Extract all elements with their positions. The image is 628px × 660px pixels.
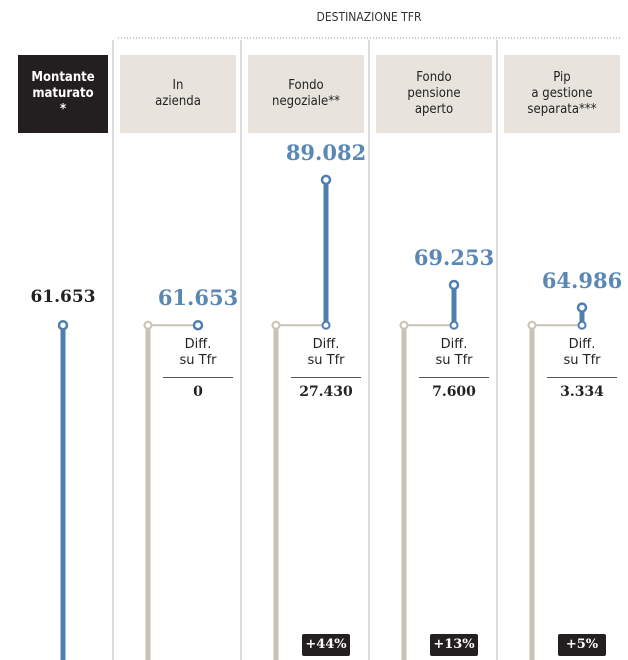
pct-badge: +13% [430, 634, 478, 656]
diff-value: 7.600 [419, 377, 489, 400]
diff-value: 27.430 [291, 377, 361, 400]
diff-value: 0 [163, 377, 233, 400]
chart-title: DESTINAZIONE TFR [316, 10, 422, 24]
tfr-dot [527, 320, 537, 330]
value-base-dot [577, 320, 587, 330]
value-label: 64.986 [541, 267, 623, 293]
value-dot [320, 174, 332, 186]
value-dot [448, 279, 460, 291]
tfr-dot [143, 320, 153, 330]
value-label: 69.253 [413, 244, 495, 270]
base-value-label: 61.653 [30, 287, 96, 308]
diff-value: 3.334 [547, 377, 617, 400]
diff-label: Diff. su Tfr [435, 337, 473, 369]
value-label: 61.653 [157, 285, 239, 311]
value-dot [576, 302, 588, 313]
tfr-dot [399, 320, 409, 330]
base-dot [57, 319, 69, 331]
value-base-dot [449, 320, 459, 330]
value-dot [192, 319, 204, 331]
category-header: Fondo negoziale** [248, 55, 364, 133]
diff-label: Diff. su Tfr [563, 337, 601, 369]
diff-label: Diff. su Tfr [179, 337, 217, 369]
category-header: In azienda [120, 55, 236, 133]
category-header: Pip a gestione separata*** [504, 55, 620, 133]
value-label: 89.082 [285, 139, 367, 165]
base-header: Montante maturato * [18, 55, 108, 133]
tfr-dot [271, 320, 281, 330]
pct-badge: +5% [558, 634, 606, 656]
diff-label: Diff. su Tfr [307, 337, 345, 369]
pct-badge: +44% [302, 634, 350, 656]
category-header: Fondo pensione aperto [376, 55, 492, 133]
value-base-dot [321, 320, 331, 330]
